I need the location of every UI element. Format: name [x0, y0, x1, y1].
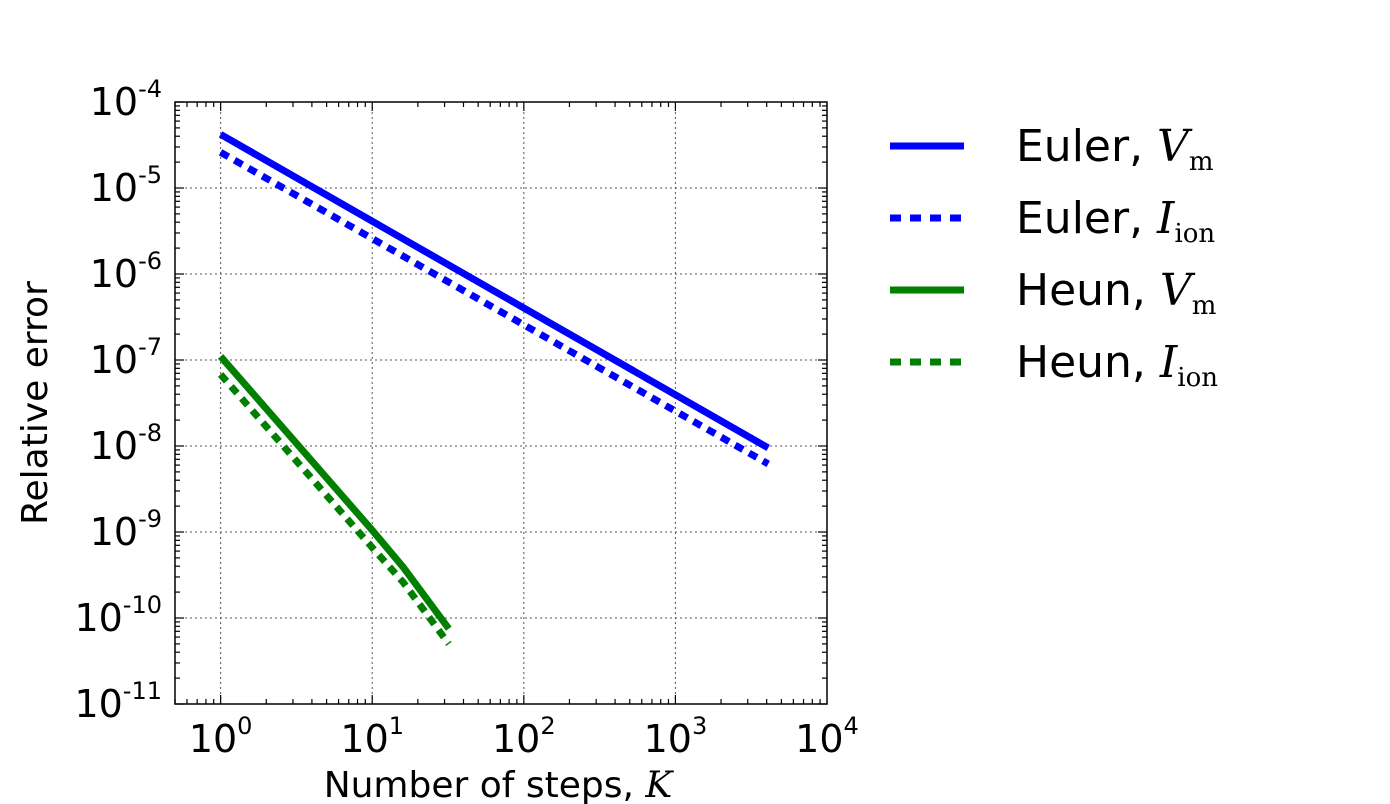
y-tick-label: 10-6: [90, 247, 162, 296]
series-line-3: [217, 354, 452, 631]
legend-label: Euler, Iion: [1016, 193, 1215, 249]
x-tick-label: 101: [340, 712, 404, 761]
legend: Euler, Vm Euler, Iion Heun, Vm Heun, Iion: [890, 121, 1218, 393]
y-tick-label: 10-7: [90, 333, 162, 382]
y-axis-title: Relative error: [15, 281, 56, 525]
y-tick-label: 10-9: [90, 505, 162, 554]
legend-label: Heun, Vm: [1016, 265, 1216, 321]
plot-frame: [174, 101, 828, 705]
grid-layer: [175, 102, 827, 704]
x-axis-title-text: Number of steps,: [324, 765, 646, 804]
y-tick-label: 10-4: [90, 75, 162, 124]
legend-label: Heun, Iion: [1016, 337, 1218, 393]
x-tick-label: 100: [189, 712, 253, 761]
series-layer: [217, 131, 770, 646]
legend-label: Euler, Vm: [1016, 121, 1213, 177]
x-axis-title-math: K: [644, 765, 674, 804]
series-line-1: [218, 131, 770, 451]
series-line-4: [217, 372, 452, 646]
x-tick-label: 104: [795, 712, 859, 761]
tick-layer: 100 101 102 103 104 10-4 10-5 10-6 10-7 10-8 10-9 1…: [74, 75, 858, 761]
axis-label-layer: Relative error Number of steps, K: [15, 281, 674, 804]
y-tick-label: 10-5: [90, 161, 162, 210]
x-tick-label: 102: [492, 712, 556, 761]
x-tick-label: 103: [644, 712, 708, 761]
y-tick-label: 10-10: [74, 591, 162, 640]
series-line-2: [218, 149, 770, 467]
y-tick-label: 10-8: [90, 419, 162, 468]
x-axis-title: Number of steps, K: [324, 765, 675, 804]
y-tick-label: 10-11: [74, 677, 162, 726]
